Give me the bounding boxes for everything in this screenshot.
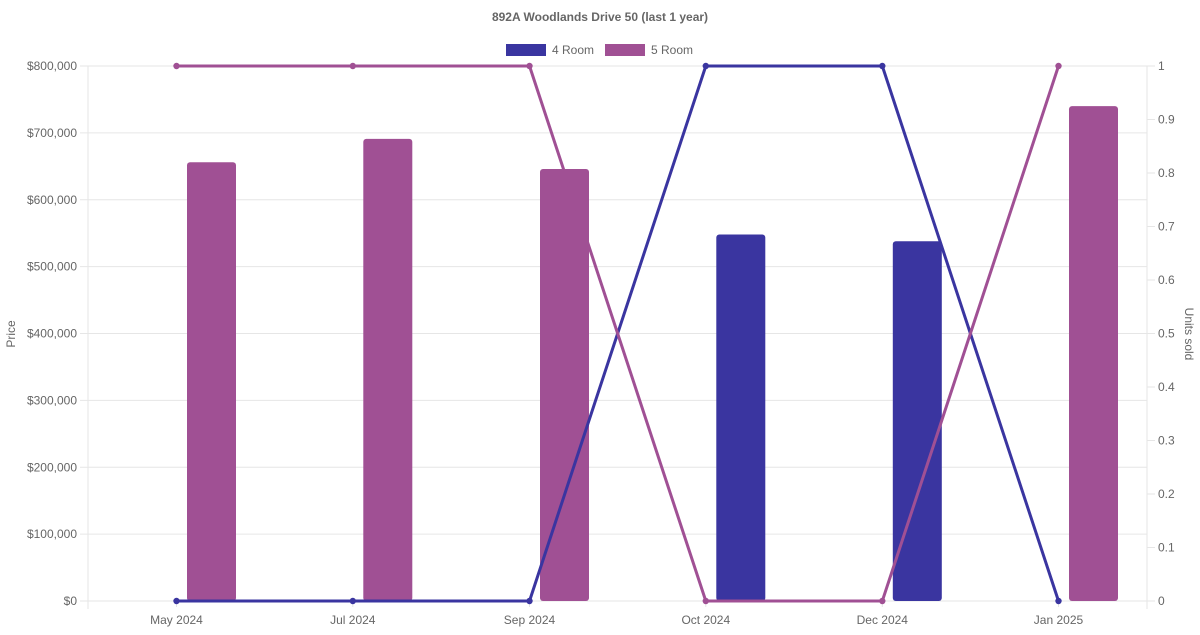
x-axis-ticks: May 2024 Jul 2024 Sep 2024 Oct 2024 Dec 2024… [150,613,1083,627]
units-sold-lines [173,62,1062,605]
y-left-tick-label: $0 [64,594,78,608]
legend-swatch-4-room[interactable] [506,44,546,56]
y-axis-left-label: Price [4,320,18,348]
y-right-tick-label: 0.6 [1158,273,1175,287]
bar-5-room [363,138,413,602]
y-axis-left-ticks: $0 $100,000 $200,000 $300,000 $400,000 $500,0… [27,59,77,608]
legend: 4 Room 5 Room [506,43,693,57]
units-point-4-room [173,597,180,605]
units-point-5-room [173,62,180,70]
units-point-5-room [526,62,533,70]
y-left-tick-label: $500,000 [27,260,77,274]
legend-label-4-room[interactable]: 4 Room [552,43,594,57]
chart-title: 892A Woodlands Drive 50 (last 1 year) [492,10,708,24]
x-tick-label: Oct 2024 [681,613,730,627]
bar-5-room [540,168,589,602]
price-bars [187,106,1118,602]
units-point-5-room [349,62,356,70]
y-right-tick-label: 1 [1158,59,1165,73]
y-left-tick-label: $100,000 [27,527,77,541]
bar-5-room [187,162,236,602]
units-point-5-room [702,597,709,605]
x-tick-label: Jul 2024 [330,613,376,627]
units-point-5-room [1055,62,1062,70]
y-right-tick-label: 0 [1158,594,1165,608]
x-tick-label: Sep 2024 [504,613,556,627]
units-point-4-room [349,597,356,605]
x-tick-label: May 2024 [150,613,203,627]
y-axis-right-ticks: 0 0.1 0.2 0.3 0.4 0.5 0.6 0.7 0.8 0.9 1 [1158,59,1175,608]
units-point-4-room [1055,597,1062,605]
x-tick-label: Dec 2024 [857,613,909,627]
bar-5-room [1069,106,1118,601]
x-tick-label: Jan 2025 [1034,613,1084,627]
units-point-4-room [526,597,533,605]
y-right-tick-label: 0.5 [1158,327,1175,341]
units-point-4-room [702,62,709,70]
y-right-tick-label: 0.1 [1158,541,1175,555]
y-right-tick-label: 0.3 [1158,434,1175,448]
grid-lines [80,65,1155,609]
bar-4-room [716,234,766,601]
y-left-tick-label: $700,000 [27,126,77,140]
legend-swatch-5-room[interactable] [605,44,645,56]
units-line-5-room [176,64,1060,603]
y-left-tick-label: $200,000 [27,460,77,474]
y-right-tick-label: 0.7 [1158,220,1175,234]
y-left-tick-label: $300,000 [27,393,77,407]
y-left-tick-label: $400,000 [27,327,77,341]
units-point-5-room [879,597,886,605]
y-left-tick-label: $600,000 [27,193,77,207]
bar-4-room [892,241,942,601]
y-right-tick-label: 0.4 [1158,380,1175,394]
y-right-tick-label: 0.2 [1158,487,1175,501]
y-axis-right-label: Units sold [1182,308,1196,361]
y-right-tick-label: 0.9 [1158,113,1175,127]
units-point-4-room [879,62,886,70]
y-left-tick-label: $800,000 [27,59,77,73]
legend-label-5-room[interactable]: 5 Room [651,43,693,57]
y-right-tick-label: 0.8 [1158,166,1175,180]
